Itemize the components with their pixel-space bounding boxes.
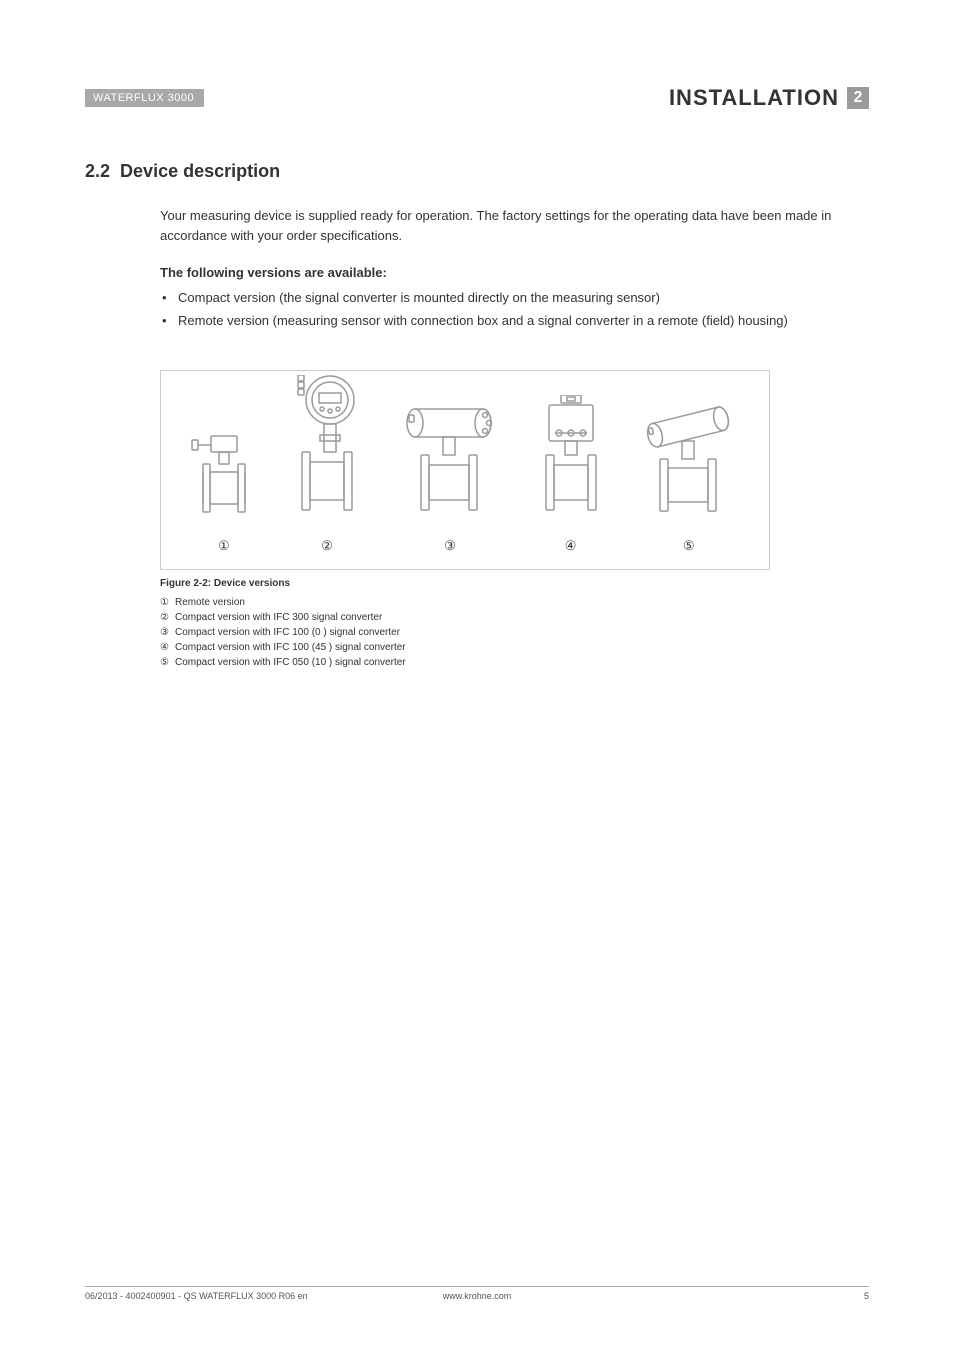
- page-header: WATERFLUX 3000 INSTALLATION 2: [85, 85, 869, 111]
- ifc-100-0-icon: [395, 405, 505, 520]
- list-item: Remote version (measuring sensor with co…: [160, 311, 869, 331]
- legend-item: ①Remote version: [160, 595, 869, 610]
- legend-item: ③Compact version with IFC 100 (0 ) signa…: [160, 625, 869, 640]
- footer-center: www.krohne.com: [443, 1291, 512, 1301]
- figure-caption: Figure 2-2: Device versions: [160, 578, 869, 589]
- device-version-3: ③: [395, 405, 505, 554]
- section-number: 2.2: [85, 161, 110, 181]
- section-title: Device description: [120, 161, 280, 181]
- chapter-title: INSTALLATION: [669, 85, 839, 111]
- figure-container: ①: [160, 370, 770, 570]
- device-number: ⑤: [683, 538, 695, 554]
- ifc-300-icon: [284, 375, 369, 520]
- chapter-number-badge: 2: [847, 87, 869, 109]
- device-number: ①: [218, 538, 230, 554]
- intro-paragraph: Your measuring device is supplied ready …: [160, 206, 869, 245]
- footer-page-number: 5: [864, 1291, 869, 1301]
- device-version-4: ④: [531, 395, 611, 554]
- page-footer: 06/2013 - 4002400901 - QS WATERFLUX 3000…: [85, 1286, 869, 1301]
- product-label: WATERFLUX 3000: [85, 89, 204, 107]
- device-number: ③: [444, 538, 456, 554]
- device-number: ②: [321, 538, 333, 554]
- device-version-5: ⑤: [636, 405, 741, 554]
- device-number: ④: [565, 538, 577, 554]
- remote-version-icon: [189, 420, 259, 520]
- figure-legend: ①Remote version ②Compact version with IF…: [160, 595, 869, 670]
- section-heading: 2.2 Device description: [85, 161, 869, 182]
- footer-left: 06/2013 - 4002400901 - QS WATERFLUX 3000…: [85, 1291, 308, 1301]
- versions-heading: The following versions are available:: [160, 265, 869, 280]
- device-version-2: ②: [284, 375, 369, 554]
- legend-item: ④Compact version with IFC 100 (45 ) sign…: [160, 640, 869, 655]
- device-version-1: ①: [189, 420, 259, 554]
- legend-item: ⑤Compact version with IFC 050 (10 ) sign…: [160, 655, 869, 670]
- legend-item: ②Compact version with IFC 300 signal con…: [160, 610, 869, 625]
- versions-list: Compact version (the signal converter is…: [160, 288, 869, 330]
- list-item: Compact version (the signal converter is…: [160, 288, 869, 308]
- ifc-100-45-icon: [531, 395, 611, 520]
- ifc-050-10-icon: [636, 405, 741, 520]
